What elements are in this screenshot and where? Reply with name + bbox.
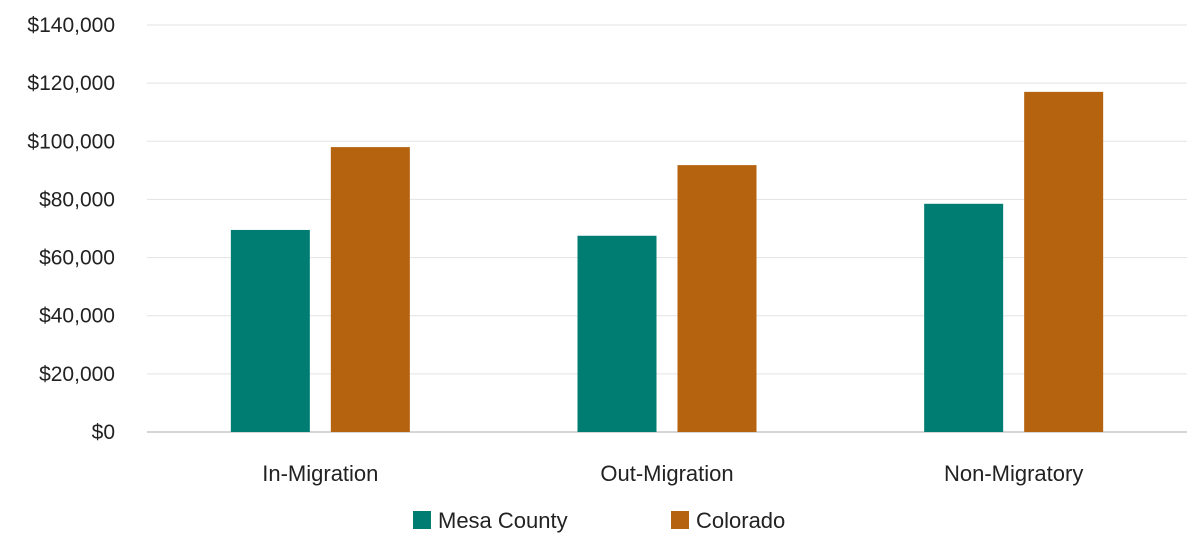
bar-mesa-county-out-migration bbox=[577, 235, 657, 432]
y-tick-label: $60,000 bbox=[39, 247, 115, 270]
bar-mesa-county-non-migratory bbox=[924, 203, 1004, 432]
x-axis: In-Migration Out-Migration Non-Migratory bbox=[262, 461, 1083, 486]
x-category-label: Out-Migration bbox=[600, 461, 733, 486]
legend-swatch-mesa-county bbox=[413, 511, 431, 529]
y-tick-label: $140,000 bbox=[27, 14, 115, 37]
gridlines bbox=[147, 24, 1187, 433]
x-category-label: In-Migration bbox=[262, 461, 378, 486]
y-tick-label: $20,000 bbox=[39, 363, 115, 386]
legend: Mesa County Colorado bbox=[413, 508, 785, 533]
y-tick-label: $80,000 bbox=[39, 188, 115, 211]
y-tick-label: $100,000 bbox=[27, 130, 115, 153]
legend-label: Mesa County bbox=[438, 508, 568, 533]
bar-colorado-non-migratory bbox=[1024, 91, 1104, 432]
bar-colorado-in-migration bbox=[330, 147, 410, 432]
bar-colorado-out-migration bbox=[677, 165, 757, 433]
legend-label: Colorado bbox=[696, 508, 785, 533]
y-tick-label: $120,000 bbox=[27, 72, 115, 95]
bar-mesa-county-in-migration bbox=[230, 229, 310, 432]
y-tick-label: $0 bbox=[92, 421, 115, 444]
bars bbox=[230, 91, 1104, 433]
legend-swatch-colorado bbox=[671, 511, 689, 529]
y-axis: $0 $20,000 $40,000 $60,000 $80,000 $100,000 $1… bbox=[27, 14, 115, 444]
x-category-label: Non-Migratory bbox=[944, 461, 1083, 486]
y-tick-label: $40,000 bbox=[39, 305, 115, 328]
